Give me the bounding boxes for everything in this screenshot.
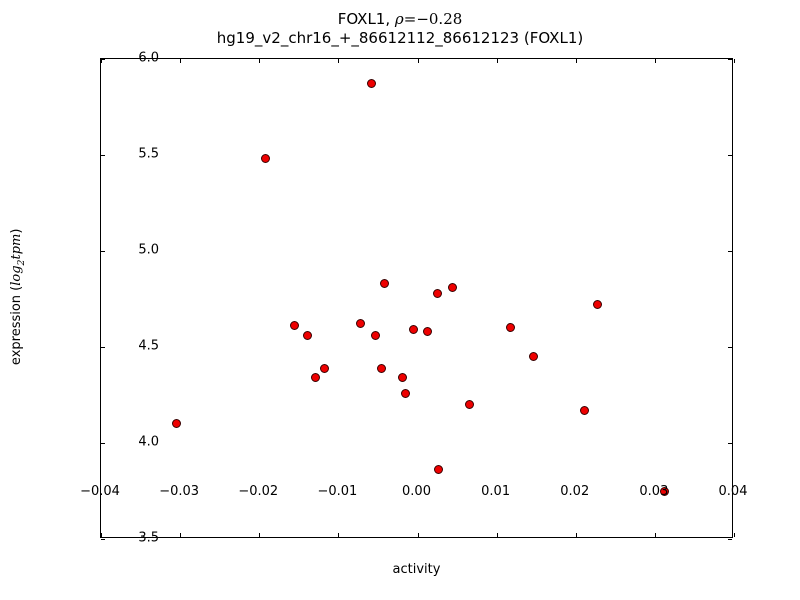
x-tick-label: 0.03 — [639, 484, 669, 499]
y-tick-mark — [101, 443, 105, 444]
data-point — [303, 330, 313, 340]
data-point — [261, 154, 271, 164]
data-point — [465, 400, 475, 410]
data-point — [377, 363, 387, 373]
y-axis-log: log — [9, 265, 25, 286]
x-tick-mark — [734, 533, 735, 537]
y-tick-mark — [101, 347, 105, 348]
data-point — [433, 465, 443, 475]
data-point — [423, 327, 433, 337]
y-axis-log-base: 2 — [15, 259, 27, 266]
y-tick-label: 4.5 — [138, 338, 159, 354]
data-point — [290, 321, 300, 331]
data-point — [371, 330, 381, 340]
data-point — [356, 319, 366, 329]
y-tick-mark — [101, 59, 105, 60]
x-tick-mark — [654, 59, 656, 63]
x-tick-mark — [180, 59, 182, 63]
y-tick-label: 6.0 — [138, 50, 159, 66]
x-tick-mark — [734, 59, 735, 63]
y-axis-label: expression (log2tpm) — [9, 37, 27, 557]
chart-title-comma: , — [385, 10, 395, 28]
data-points-layer — [101, 59, 732, 537]
data-point — [379, 279, 389, 289]
x-tick-label: −0.03 — [159, 484, 200, 499]
chart-title-gene: FOXL1 — [337, 10, 386, 28]
chart-title-line-1: FOXL1, ρ=−0.28 — [0, 10, 800, 29]
chart-title-block: FOXL1, ρ=−0.28 hg19_v2_chr16_+_86612112_… — [0, 10, 800, 48]
data-point — [397, 373, 407, 383]
plot-axes-frame — [100, 58, 735, 540]
y-tick-mark — [728, 59, 732, 60]
x-tick-mark — [417, 533, 419, 537]
y-tick-mark — [728, 539, 732, 540]
x-tick-mark — [496, 533, 498, 537]
x-tick-mark — [101, 533, 102, 537]
x-tick-mark — [417, 59, 419, 63]
y-tick-mark — [728, 155, 732, 156]
x-tick-mark — [575, 533, 577, 537]
y-tick-mark — [101, 155, 105, 156]
x-tick-label: 0.04 — [718, 484, 748, 499]
data-point — [592, 300, 602, 310]
x-tick-label: −0.04 — [80, 484, 120, 499]
y-tick-mark — [101, 539, 105, 540]
x-tick-label: −0.01 — [317, 484, 358, 499]
y-tick-mark — [728, 347, 732, 348]
x-tick-label: 0.01 — [481, 484, 511, 499]
x-tick-mark — [101, 59, 102, 63]
data-point — [409, 325, 419, 335]
x-tick-label: 0.00 — [402, 484, 431, 499]
data-point — [171, 419, 181, 429]
rho-equals: = — [403, 10, 417, 28]
data-point — [367, 79, 377, 89]
x-tick-mark — [259, 59, 261, 63]
y-tick-label: 5.5 — [138, 146, 159, 162]
y-axis-tpm: tpm — [9, 233, 25, 260]
x-tick-mark — [575, 59, 577, 63]
x-axis-label: activity — [392, 562, 441, 577]
y-axis-label-suffix: ) — [9, 228, 25, 234]
data-point — [447, 282, 457, 292]
y-axis-label-prefix: expression ( — [9, 285, 25, 366]
data-point — [319, 363, 329, 373]
y-tick-label: 4.0 — [138, 434, 159, 450]
rho-value: −0.28 — [416, 10, 463, 28]
data-point — [659, 486, 669, 496]
data-point — [506, 323, 516, 333]
x-tick-mark — [654, 533, 656, 537]
x-tick-mark — [496, 59, 498, 63]
y-tick-label: 3.5 — [138, 530, 159, 546]
y-tick-mark — [728, 251, 732, 252]
x-tick-label: −0.02 — [238, 484, 279, 499]
data-point — [401, 388, 411, 398]
rho-symbol: ρ — [394, 10, 404, 28]
x-tick-mark — [180, 533, 182, 537]
y-tick-mark — [728, 443, 732, 444]
y-axis-label-math: log2tpm — [9, 233, 27, 286]
data-point — [310, 373, 320, 383]
x-tick-mark — [259, 533, 261, 537]
data-point — [579, 405, 589, 415]
y-tick-label: 5.0 — [138, 242, 159, 258]
data-point — [529, 352, 539, 362]
data-point — [432, 288, 442, 298]
x-tick-mark — [338, 533, 340, 537]
x-tick-mark — [338, 59, 340, 63]
chart-title-line-2: hg19_v2_chr16_+_86612112_86612123 (FOXL1… — [216, 29, 584, 48]
y-tick-mark — [101, 251, 105, 252]
x-tick-label: 0.02 — [560, 484, 590, 499]
